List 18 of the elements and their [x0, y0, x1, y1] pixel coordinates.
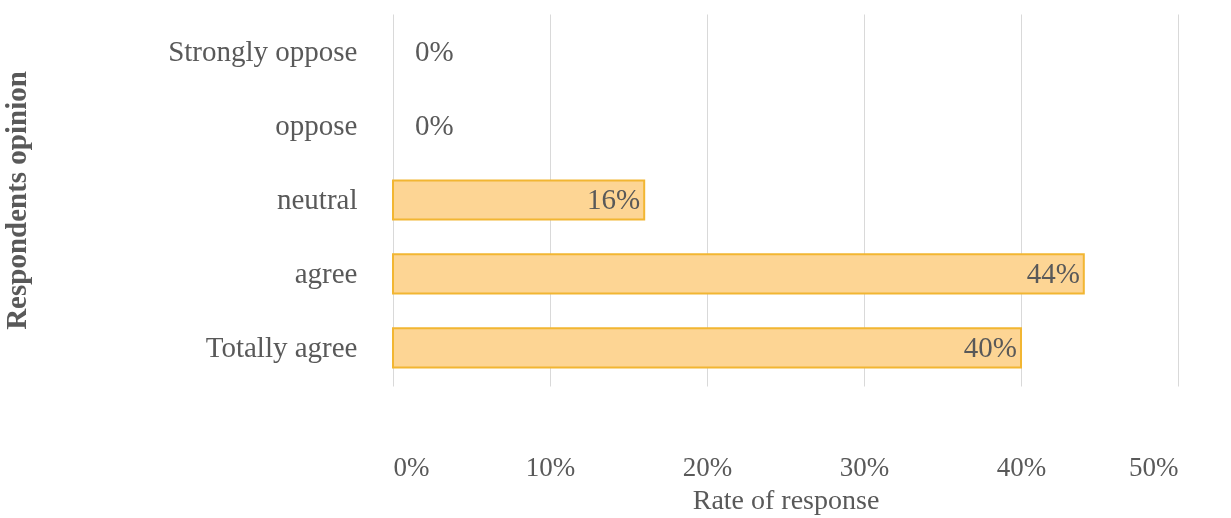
x-tick-label: 50%	[1129, 451, 1179, 482]
y-tick-label: agree	[294, 256, 358, 289]
y-tick-label: oppose	[275, 109, 358, 142]
data-label: 0%	[415, 35, 454, 68]
data-label: 44%	[1026, 256, 1080, 289]
x-tick-label: 20%	[682, 451, 733, 482]
y-tick-label: neutral	[276, 183, 358, 215]
x-tick-label: 40%	[996, 451, 1047, 482]
data-label: 0%	[415, 109, 454, 142]
x-tick-label: 30%	[839, 451, 890, 482]
data-label: 40%	[963, 330, 1017, 363]
y-tick-label: Totally agree	[205, 330, 358, 363]
x-tick-label: 0%	[393, 451, 430, 482]
y-axis-title: Respondents opinion	[0, 71, 32, 330]
data-label: 16%	[587, 183, 641, 215]
x-axis-title: Rate of response	[692, 483, 880, 515]
y-tick-label: Strongly oppose	[168, 35, 358, 68]
x-tick-label: 10%	[525, 451, 576, 482]
